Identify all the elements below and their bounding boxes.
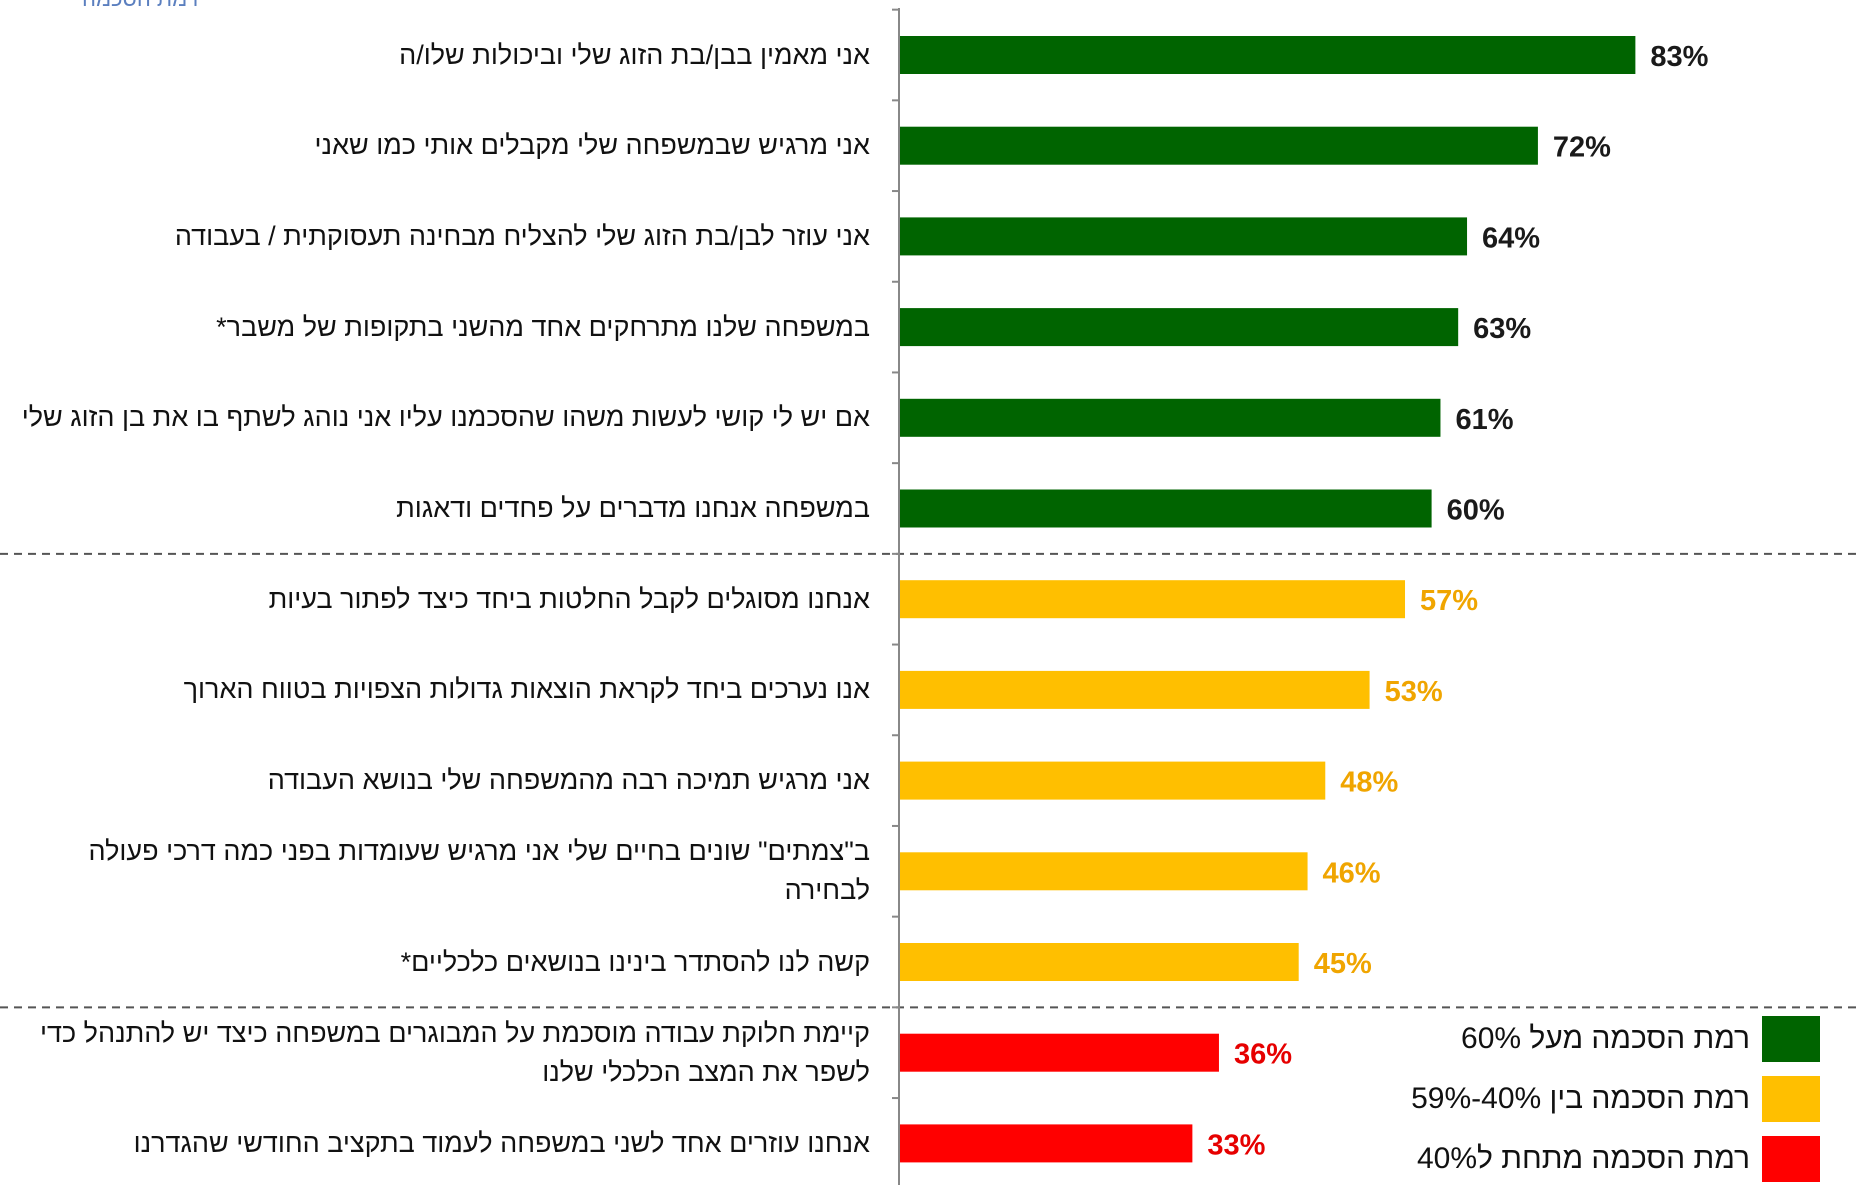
clipped-header-text: רמת הסכמה xyxy=(82,0,198,12)
data-label: 45% xyxy=(1314,948,1372,980)
bar xyxy=(900,1124,1193,1163)
data-label: 83% xyxy=(1650,41,1708,73)
data-label: 72% xyxy=(1553,132,1611,164)
data-label: 53% xyxy=(1385,676,1443,708)
category-label: אנחנו מסוגלים לקבל החלטות ביחד כיצד לפתו… xyxy=(268,583,870,614)
category-label: קשה לנו להסתדר בינינו בנושאים כלכליים* xyxy=(400,946,870,977)
bar xyxy=(900,943,1299,981)
legend-item-high: רמת הסכמה מעל 60% xyxy=(1461,1014,1820,1064)
category-label: אנחנו עוזרים אחד לשני במשפחה לעמוד בתקצי… xyxy=(133,1127,870,1158)
legend-item-low: רמת הסכמה מתחת ל40% xyxy=(1417,1134,1820,1184)
category-label: אם יש לי קושי לעשות משהו שהסכמנו עליו אנ… xyxy=(21,402,870,433)
data-label: 61% xyxy=(1455,404,1513,436)
data-label: 46% xyxy=(1323,857,1381,889)
bar xyxy=(900,308,1459,347)
category-label: קיימת חלוקת עבודה מוסכמת על המבוגרים במש… xyxy=(40,1017,870,1087)
bar xyxy=(900,36,1636,74)
data-label: 57% xyxy=(1420,585,1478,617)
bar xyxy=(900,670,1370,709)
bar xyxy=(900,398,1441,437)
category-label: במשפחה שלנו מתרחקים אחד מהשני בתקופות של… xyxy=(216,311,870,342)
legend-text-high: רמת הסכמה מעל 60% xyxy=(1461,1022,1750,1055)
bar xyxy=(900,126,1538,165)
legend-item-mid: רמת הסכמה בין 40%-59% xyxy=(1411,1074,1820,1124)
data-label: 60% xyxy=(1447,495,1505,527)
category-label: אני מאמין בבן/בת הזוג שלי וביכולות שלו/ה xyxy=(399,39,870,70)
category-label: ב"צמתים" שונים בחיים שלי אני מרגיש שעומד… xyxy=(88,836,870,906)
legend-swatch-green xyxy=(1762,1016,1820,1062)
category-label: אני מרגיש תמיכה רבה מהמשפחה שלי בנושא הע… xyxy=(267,765,870,796)
bar xyxy=(900,852,1308,891)
data-label: 36% xyxy=(1234,1039,1292,1071)
legend-text-mid: רמת הסכמה בין 40%-59% xyxy=(1411,1082,1750,1115)
legend-swatch-red xyxy=(1762,1136,1820,1182)
data-label: 48% xyxy=(1340,767,1398,799)
bar xyxy=(900,217,1468,256)
legend-text-low: רמת הסכמה מתחת ל40% xyxy=(1417,1142,1750,1175)
data-label: 63% xyxy=(1473,313,1531,345)
bar xyxy=(900,580,1406,619)
bar xyxy=(900,1033,1219,1072)
category-label: אנו נערכים ביחד לקראת הוצאות גדולות הצפו… xyxy=(183,674,870,705)
bar xyxy=(900,489,1432,528)
bar xyxy=(900,761,1326,800)
legend-swatch-yellow xyxy=(1762,1076,1820,1122)
category-label: אני מרגיש שבמשפחה שלי מקבלים אותי כמו שא… xyxy=(314,130,870,161)
data-label: 33% xyxy=(1207,1129,1265,1161)
data-label: 64% xyxy=(1482,222,1540,254)
category-label: אני עוזר לבן/בת הזוג שלי להצליח מבחינה ת… xyxy=(174,220,870,251)
category-label: במשפחה אנחנו מדברים על פחדים ודאגות xyxy=(396,493,870,523)
